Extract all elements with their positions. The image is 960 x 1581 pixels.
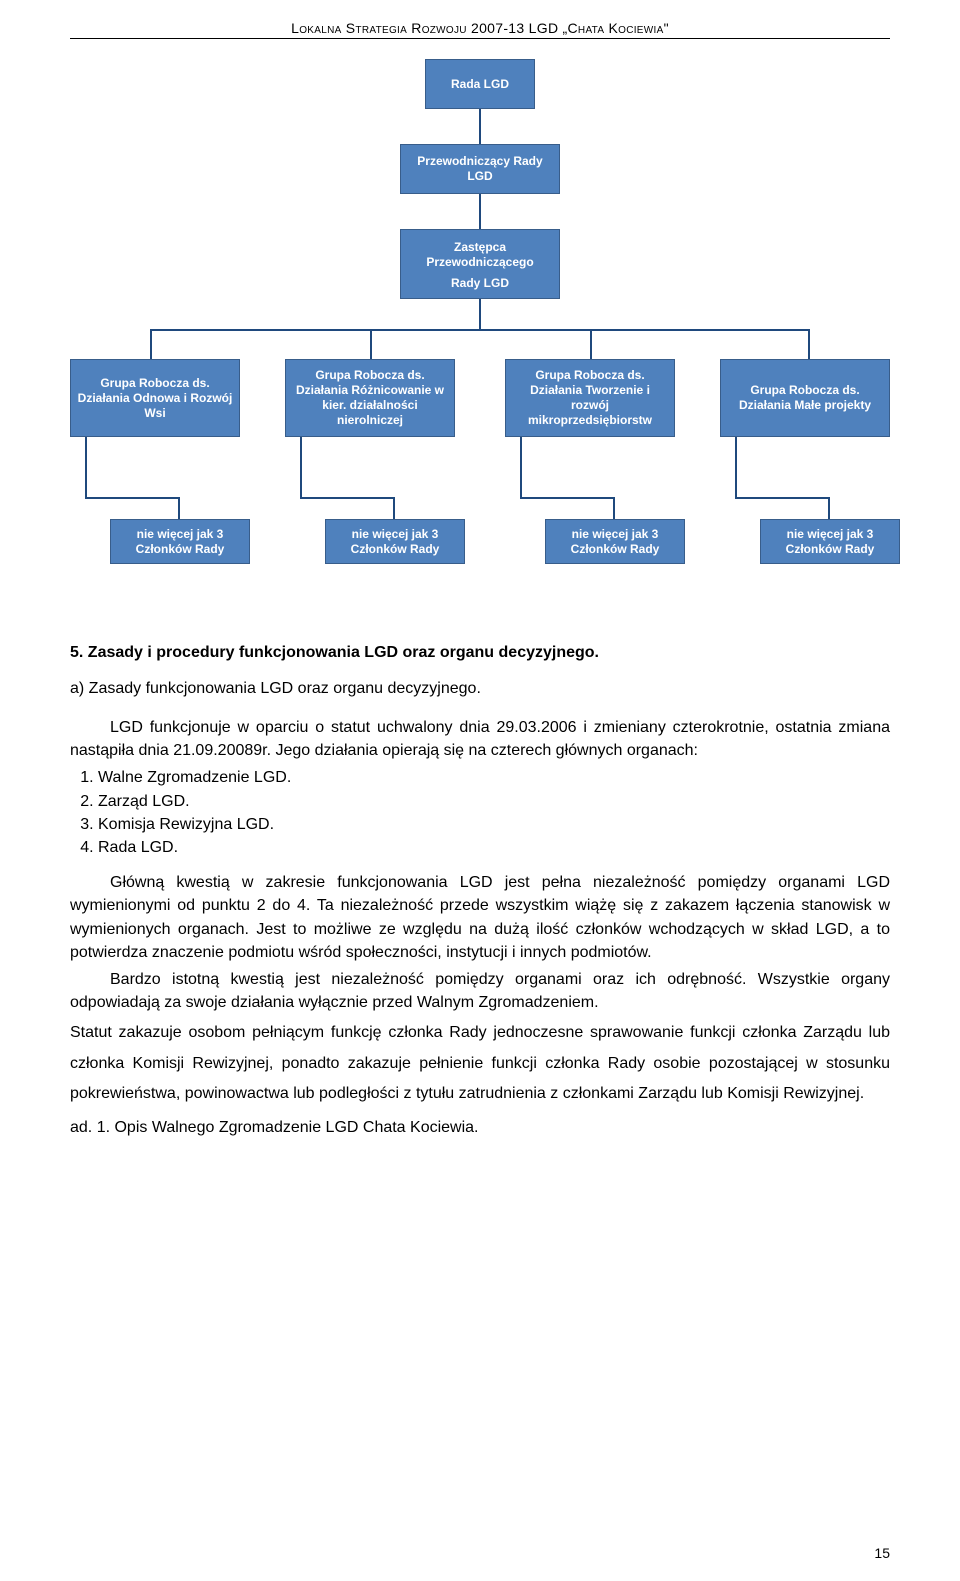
body-paragraph-3: Statut zakazuje osobom pełniącym funkcję… (70, 1018, 890, 1109)
node-members-1: nie więcej jak 3 Członków Rady (110, 519, 250, 564)
intro-paragraph: LGD funkcjonuje w oparciu o statut uchwa… (70, 716, 890, 762)
header-rule (70, 38, 890, 39)
page-header: Lokalna Strategia Rozwoju 2007-13 LGD „C… (70, 20, 890, 36)
node-rada-lgd: Rada LGD (425, 59, 535, 109)
node-members-4: nie więcej jak 3 Członków Rady (760, 519, 900, 564)
section-heading: 5. Zasady i procedury funkcjonowania LGD… (70, 644, 890, 662)
node-members-2: nie więcej jak 3 Członków Rady (325, 519, 465, 564)
page-number: 15 (874, 1545, 890, 1561)
node-group-3: Grupa Robocza ds. Działania Tworzenie i … (505, 359, 675, 437)
node-group-1: Grupa Robocza ds. Działania Odnowa i Roz… (70, 359, 240, 437)
node-zastepca: Zastępca Przewodniczącego Rady LGD (400, 229, 560, 299)
body-paragraph-2: Bardzo istotną kwestią jest niezależność… (70, 968, 890, 1014)
list-item: Komisja Rewizyjna LGD. (98, 813, 890, 836)
node-zastepca-line2: Rady LGD (407, 276, 553, 291)
body-paragraph-1: Główną kwestią w zakresie funkcjonowania… (70, 871, 890, 964)
sub-heading: a) Zasady funkcjonowania LGD oraz organu… (70, 680, 890, 698)
list-item: Walne Zgromadzenie LGD. (98, 766, 890, 789)
list-item: Rada LGD. (98, 836, 890, 859)
node-group-2: Grupa Robocza ds. Działania Różnicowanie… (285, 359, 455, 437)
node-przewodniczacy: Przewodniczący Rady LGD (400, 144, 560, 194)
ad1-heading: ad. 1. Opis Walnego Zgromadzenie LGD Cha… (70, 1113, 890, 1143)
org-chart: Rada LGD Przewodniczący Rady LGD Zastępc… (70, 59, 890, 619)
node-members-3: nie więcej jak 3 Członków Rady (545, 519, 685, 564)
list-item: Zarząd LGD. (98, 790, 890, 813)
organs-list: Walne Zgromadzenie LGD. Zarząd LGD. Komi… (98, 766, 890, 859)
node-zastepca-line1: Zastępca Przewodniczącego (407, 240, 553, 270)
node-group-4: Grupa Robocza ds. Działania Małe projekt… (720, 359, 890, 437)
